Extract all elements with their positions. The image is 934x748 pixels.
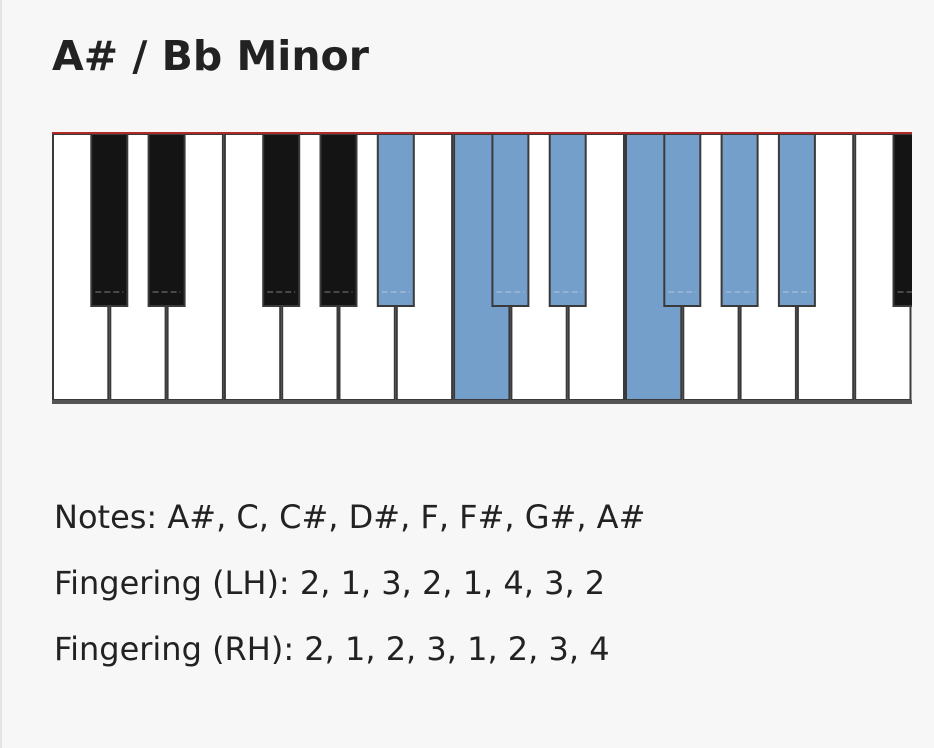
black-key-g-sharp: [319, 133, 358, 307]
fingering-lh-line: Fingering (LH): 2, 1, 3, 2, 1, 4, 3, 2: [54, 564, 606, 602]
black-key-d-sharp: [548, 133, 587, 307]
black-key-c-sharp: [90, 133, 129, 307]
black-key-g-sharp: [720, 133, 759, 307]
black-key-a-sharp: [376, 133, 415, 307]
black-key-c-sharp: [491, 133, 530, 307]
keyboard-graphic: [52, 132, 912, 404]
scale-title: A# / Bb Minor: [52, 32, 369, 80]
notes-line: Notes: A#, C, C#, D#, F, F#, G#, A#: [54, 498, 646, 536]
black-key-c-sharp: [892, 133, 912, 307]
black-key-a-sharp: [777, 133, 816, 307]
fingering-rh-line: Fingering (RH): 2, 1, 2, 3, 1, 2, 3, 4: [54, 630, 610, 668]
black-key-f-sharp: [262, 133, 301, 307]
piano-keyboard: [52, 132, 912, 404]
scale-info: Notes: A#, C, C#, D#, F, F#, G#, A# Fing…: [54, 484, 645, 682]
black-key-d-sharp: [147, 133, 186, 307]
black-key-f-sharp: [663, 133, 702, 307]
